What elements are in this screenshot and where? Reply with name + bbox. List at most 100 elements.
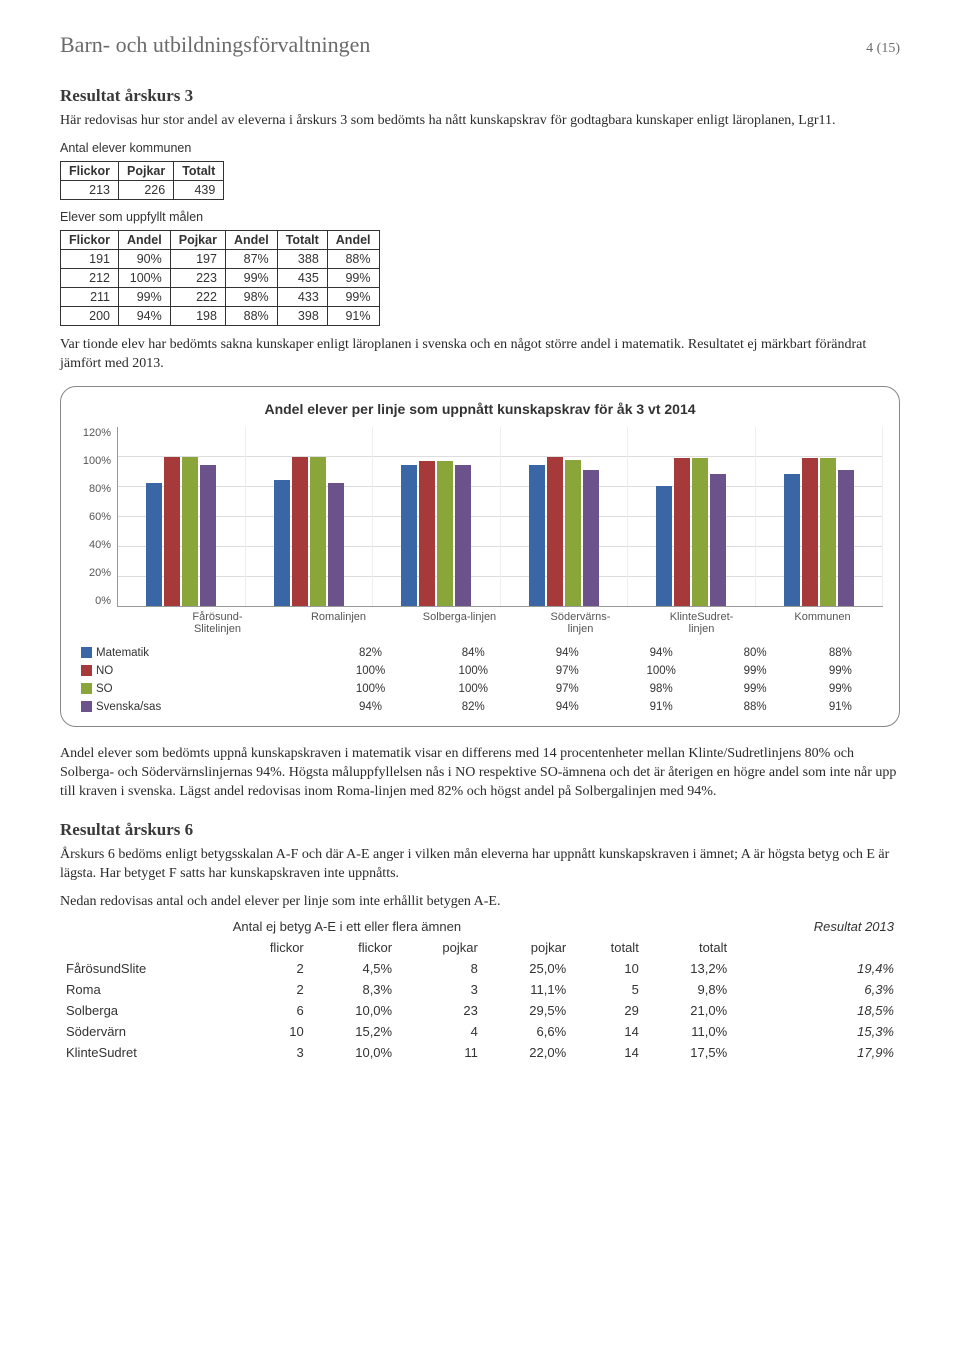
table-cell: 10 (572, 958, 645, 979)
table-cell: 6,6% (484, 1021, 572, 1042)
table-cell: 17,5% (645, 1042, 733, 1063)
table-cell: 211 (61, 287, 119, 306)
table-cell: 87% (225, 249, 277, 268)
bar (656, 486, 672, 605)
table-uppfyllt: FlickorAndelPojkarAndelTotaltAndel 19190… (60, 230, 380, 326)
table-header (733, 937, 900, 958)
table-header: Andel (225, 230, 277, 249)
table-cell: 191 (61, 249, 119, 268)
table-cell: 198 (170, 306, 225, 325)
bar (200, 465, 216, 605)
table-header: pojkar (398, 937, 484, 958)
table-header: Pojkar (119, 161, 174, 180)
table-cell: 6,3% (733, 979, 900, 1000)
legend-swatch (81, 665, 92, 676)
bar (164, 457, 180, 606)
chart-series-name: SO (77, 680, 319, 698)
chart-data-cell: 91% (798, 698, 883, 716)
chart-data-cell: 94% (525, 644, 610, 662)
table-cell: 8 (398, 958, 484, 979)
table-cell: 23 (398, 1000, 484, 1021)
table-cell: 88% (225, 306, 277, 325)
bar (583, 470, 599, 606)
table-cell: 200 (61, 306, 119, 325)
table-cell: FårösundSlite (60, 958, 227, 979)
table-header (60, 937, 227, 958)
table-cell: 99% (225, 268, 277, 287)
chart-data-cell: 94% (610, 644, 713, 662)
chart-data-cell: 80% (713, 644, 798, 662)
table-kommun: FlickorPojkarTotalt 213226439 (60, 161, 224, 200)
legend-label: Matematik (96, 647, 149, 659)
bar (565, 460, 581, 606)
bar (146, 483, 162, 605)
chart-series-name: Svenska/sas (77, 698, 319, 716)
chart-data-cell: 99% (798, 662, 883, 680)
bar (437, 461, 453, 606)
table-header: totalt (572, 937, 645, 958)
bar (401, 465, 417, 605)
chart-data-cell: 91% (610, 698, 713, 716)
table-header: Andel (119, 230, 171, 249)
chart-data-cell: 97% (525, 680, 610, 698)
table-cell: 3 (398, 979, 484, 1000)
table-cell: 5 (572, 979, 645, 1000)
bar (547, 457, 563, 606)
page-header: Barn- och utbildningsförvaltningen 4 (15… (60, 32, 900, 58)
table-cell: 18,5% (733, 1000, 900, 1021)
table-cell: Solberga (60, 1000, 227, 1021)
legend-label: Svenska/sas (96, 701, 161, 713)
bar (838, 470, 854, 606)
chart-data-cell: 82% (422, 698, 525, 716)
table-kommun-caption: Antal elever kommunen (60, 141, 900, 155)
bar-group (628, 427, 756, 606)
table-cell: 99% (327, 287, 379, 306)
chart-data-cell: 100% (422, 662, 525, 680)
table-cell: 6 (227, 1000, 310, 1021)
bar (692, 458, 708, 606)
x-label: KlinteSudret-linjen (641, 607, 762, 644)
table-cell: 90% (119, 249, 171, 268)
table-cell: 3 (227, 1042, 310, 1063)
chart-series-name: NO (77, 662, 319, 680)
table-cell: 15,3% (733, 1021, 900, 1042)
section1-title: Resultat årskurs 3 (60, 86, 900, 106)
page-number: 4 (15) (866, 41, 900, 57)
para-after-chart: Andel elever som bedömts uppnå kunskapsk… (60, 745, 900, 802)
y-tick: 120% (77, 427, 111, 439)
table-cell: 22,0% (484, 1042, 572, 1063)
x-label: Solberga-linjen (399, 607, 520, 644)
table-cell: 212 (61, 268, 119, 287)
section2-para1: Årskurs 6 bedöms enligt betygsskalan A-F… (60, 846, 900, 884)
table-cell: 4,5% (310, 958, 398, 979)
table-cell: 213 (61, 180, 119, 199)
table-cell: 88% (327, 249, 379, 268)
chart-data-cell: 100% (319, 680, 422, 698)
chart-data-cell: 100% (610, 662, 713, 680)
table-header: flickor (310, 937, 398, 958)
table-cell: Roma (60, 979, 227, 1000)
x-label: Romalinjen (278, 607, 399, 644)
legend-swatch (81, 647, 92, 658)
table-cell: 2 (227, 979, 310, 1000)
chart-data-cell: 98% (610, 680, 713, 698)
table-cell: 223 (170, 268, 225, 287)
bar (674, 458, 690, 606)
table-cell: 10,0% (310, 1042, 398, 1063)
table-header: Pojkar (170, 230, 225, 249)
x-label: Södervärns-linjen (520, 607, 641, 644)
table-ak6: Antal ej betyg A-E i ett eller flera ämn… (60, 916, 900, 1063)
table-cell: 19,4% (733, 958, 900, 979)
x-label: Kommunen (762, 607, 883, 644)
table-cell: 4 (398, 1021, 484, 1042)
table-ak6-caption: Antal ej betyg A-E i ett eller flera ämn… (227, 916, 733, 937)
table-header: Flickor (61, 230, 119, 249)
y-tick: 20% (77, 567, 111, 579)
table-cell: 11,1% (484, 979, 572, 1000)
table-cell: 388 (277, 249, 327, 268)
table-cell: 226 (119, 180, 174, 199)
table-header: Totalt (174, 161, 224, 180)
chart-data-cell: 94% (525, 698, 610, 716)
chart-data-cell: 100% (319, 662, 422, 680)
table-cell: 99% (119, 287, 171, 306)
